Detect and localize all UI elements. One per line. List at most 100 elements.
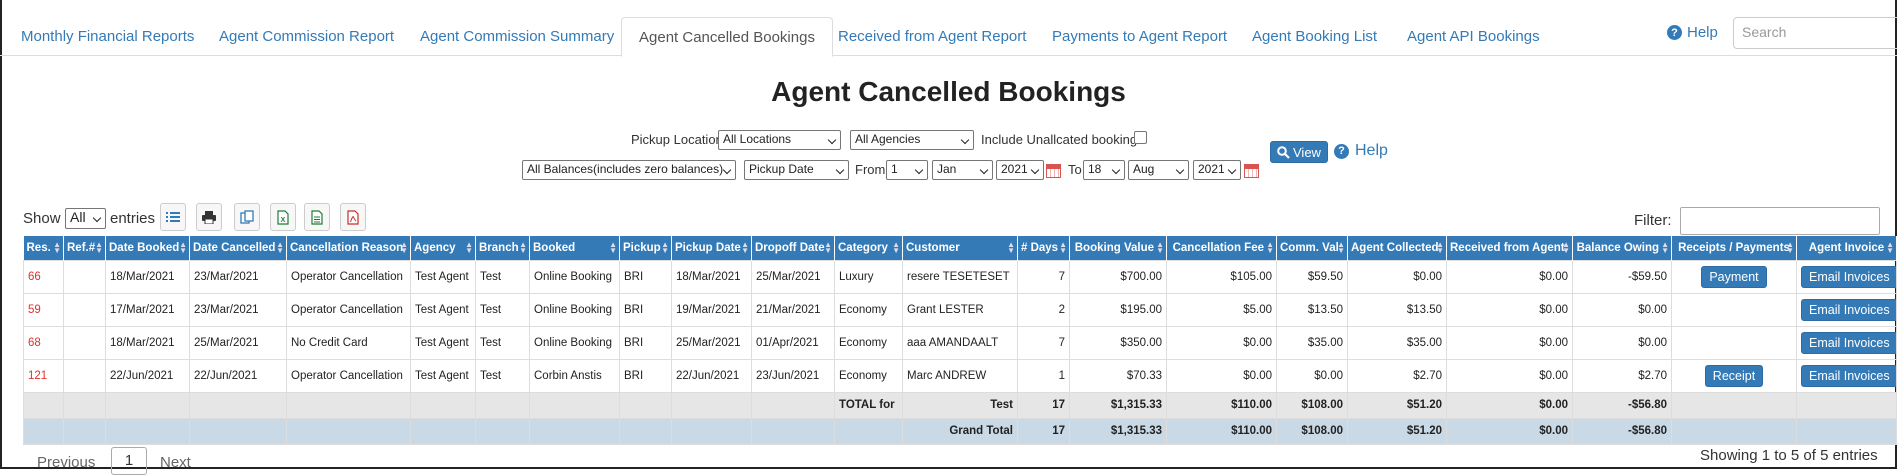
booking-value-cell: $195.00 <box>1069 292 1167 327</box>
column-visibility-button[interactable] <box>160 203 186 231</box>
grand-total-row: Grand Total 17 $1,315.33 $110.00 $108.00… <box>23 417 1897 445</box>
table-row: 66 18/Mar/2021 23/Mar/2021 Operator Canc… <box>23 259 1897 294</box>
date-booked-cell: 17/Mar/2021 <box>105 292 190 327</box>
agency-select[interactable]: All Agencies <box>850 130 974 150</box>
tab-monthly-financial-reports[interactable]: Monthly Financial Reports <box>21 28 195 45</box>
tab-agent-booking-list[interactable]: Agent Booking List <box>1252 28 1378 45</box>
payment-button[interactable]: Payment <box>1701 265 1767 288</box>
category-cell: Luxury <box>834 259 903 294</box>
invoice-cell: Email Invoices <box>1796 358 1897 393</box>
from-month-select[interactable]: Jan <box>932 160 993 180</box>
grand-received: $0.00 <box>1446 417 1573 445</box>
print-button[interactable] <box>196 203 222 231</box>
received-cell: $0.00 <box>1446 292 1573 327</box>
cancellation-fee-cell: $0.00 <box>1166 325 1277 360</box>
col-header-ref[interactable]: Ref.# ▲ ▼ <box>63 236 106 260</box>
to-day-select[interactable]: 18 <box>1083 160 1125 180</box>
search-input[interactable]: Search <box>1733 17 1897 49</box>
days-cell: 7 <box>1017 259 1070 294</box>
table-filter-input[interactable] <box>1680 207 1880 235</box>
date-booked-cell: 22/Jun/2021 <box>105 358 190 393</box>
col-header-receipts-payments[interactable]: Receipts / Payments ▲ ▼ <box>1671 236 1797 260</box>
pickup-date-cell: 25/Mar/2021 <box>671 325 752 360</box>
grand-agent-collected: $51.20 <box>1347 417 1447 445</box>
col-header-pickup-date[interactable]: Pickup Date ▲ ▼ <box>671 236 752 260</box>
to-year-select[interactable]: 2021 <box>1193 160 1241 180</box>
tab-agent-cancelled-bookings[interactable]: Agent Cancelled Bookings <box>621 17 833 57</box>
date-type-select[interactable]: Pickup Date <box>744 160 849 180</box>
booked-cell: Online Booking <box>529 292 620 327</box>
col-header-agent-collected[interactable]: Agent Collected ▲ ▼ <box>1347 236 1447 260</box>
col-header-customer[interactable]: Customer ▲ ▼ <box>902 236 1018 260</box>
view-button[interactable]: View <box>1270 141 1328 163</box>
balance-cell: $0.00 <box>1572 292 1672 327</box>
to-calendar-icon[interactable] <box>1244 164 1259 178</box>
from-calendar-icon[interactable] <box>1046 164 1061 178</box>
col-header-booked[interactable]: Booked ▲ ▼ <box>529 236 620 260</box>
customer-cell: resere TESETESET <box>902 259 1018 294</box>
filter-help-link[interactable]: ? Help <box>1334 142 1388 160</box>
col-header-category[interactable]: Category ▲ ▼ <box>834 236 903 260</box>
date-booked-cell: 18/Mar/2021 <box>105 325 190 360</box>
col-header-received-from-agent[interactable]: Received from Agent ▲ ▼ <box>1446 236 1573 260</box>
tab-agent-commission-report[interactable]: Agent Commission Report <box>219 28 395 45</box>
branch-cell: Test <box>475 358 530 393</box>
tab-bar: Monthly Financial Reports Agent Commissi… <box>0 0 1897 57</box>
copy-button[interactable] <box>234 203 260 231</box>
tab-payments-to-agent-report[interactable]: Payments to Agent Report <box>1052 28 1228 45</box>
list-icon <box>166 212 180 222</box>
receipt-button[interactable]: Receipt <box>1704 364 1764 387</box>
page-1-button[interactable]: 1 <box>111 447 147 475</box>
col-header-balance-owing[interactable]: Balance Owing ▲ ▼ <box>1572 236 1672 260</box>
col-header-date-booked[interactable]: Date Booked ▲ ▼ <box>105 236 190 260</box>
date-cancelled-cell: 23/Mar/2021 <box>189 292 287 327</box>
ref-cell <box>63 358 106 393</box>
col-header-comm-val[interactable]: Comm. Val ▲ ▼ <box>1276 236 1348 260</box>
entries-per-page-select[interactable]: All <box>65 208 106 229</box>
to-month-select[interactable]: Aug <box>1128 160 1189 180</box>
excel-export-button[interactable]: X <box>270 203 296 231</box>
col-header-pickup[interactable]: Pickup ▲ ▼ <box>619 236 672 260</box>
top-help-link[interactable]: ? Help <box>1667 24 1718 41</box>
res-link[interactable]: 68 <box>23 325 64 360</box>
pdf-export-button[interactable] <box>340 203 366 231</box>
res-link[interactable]: 59 <box>23 292 64 327</box>
filter-help-label: Help <box>1355 142 1388 159</box>
tab-agent-api-bookings[interactable]: Agent API Bookings <box>1407 28 1540 45</box>
reason-cell: Operator Cancellation <box>286 358 411 393</box>
col-header-date-cancelled[interactable]: Date Cancelled ▲ ▼ <box>189 236 287 260</box>
email-invoices-button[interactable]: Email Invoices <box>1801 298 1896 321</box>
include-unallocated-checkbox[interactable] <box>1134 131 1147 144</box>
from-year-select[interactable]: 2021 <box>996 160 1044 180</box>
reason-cell: Operator Cancellation <box>286 292 411 327</box>
balances-select[interactable]: All Balances(includes zero balances) <box>522 160 736 180</box>
res-link[interactable]: 121 <box>23 358 64 393</box>
from-day-select[interactable]: 1 <box>886 160 928 180</box>
next-page-button[interactable]: Next <box>160 454 191 471</box>
col-header-dropoff-date[interactable]: Dropoff Date ▲ ▼ <box>751 236 835 260</box>
email-invoices-button[interactable]: Email Invoices <box>1801 364 1896 387</box>
agent-collected-cell: $0.00 <box>1347 259 1447 294</box>
res-link[interactable]: 66 <box>23 259 64 294</box>
col-header-cancellation-fee[interactable]: Cancellation Fee ▲ ▼ <box>1166 236 1277 260</box>
tab-agent-commission-summary[interactable]: Agent Commission Summary <box>420 28 615 45</box>
previous-page-button[interactable]: Previous <box>37 454 96 471</box>
col-header-days[interactable]: # Days ▲ ▼ <box>1017 236 1070 260</box>
agency-cell: Test Agent <box>410 325 476 360</box>
email-invoices-button[interactable]: Email Invoices <box>1801 331 1896 354</box>
email-invoices-button[interactable]: Email Invoices <box>1801 265 1896 288</box>
pickup-location-select[interactable]: All Locations <box>718 130 841 150</box>
col-header-branch[interactable]: Branch ▲ ▼ <box>475 236 530 260</box>
col-header-cancellation-reason[interactable]: Cancellation Reason ▲ ▼ <box>286 236 411 260</box>
col-header-agent-invoice[interactable]: Agent Invoice ▲ ▼ <box>1796 236 1897 260</box>
question-circle-icon: ? <box>1334 143 1349 159</box>
page-title: Agent Cancelled Bookings <box>771 76 1126 107</box>
csv-export-button[interactable] <box>304 203 330 231</box>
tab-received-from-agent-report[interactable]: Received from Agent Report <box>838 28 1027 45</box>
search-icon <box>1277 145 1290 159</box>
col-header-booking-value[interactable]: Booking Value ▲ ▼ <box>1069 236 1167 260</box>
agency-cell: Test Agent <box>410 292 476 327</box>
invoice-cell: Email Invoices <box>1796 292 1897 327</box>
col-header-agency[interactable]: Agency ▲ ▼ <box>410 236 476 260</box>
col-header-res[interactable]: Res. ▲ ▼ <box>23 236 64 260</box>
